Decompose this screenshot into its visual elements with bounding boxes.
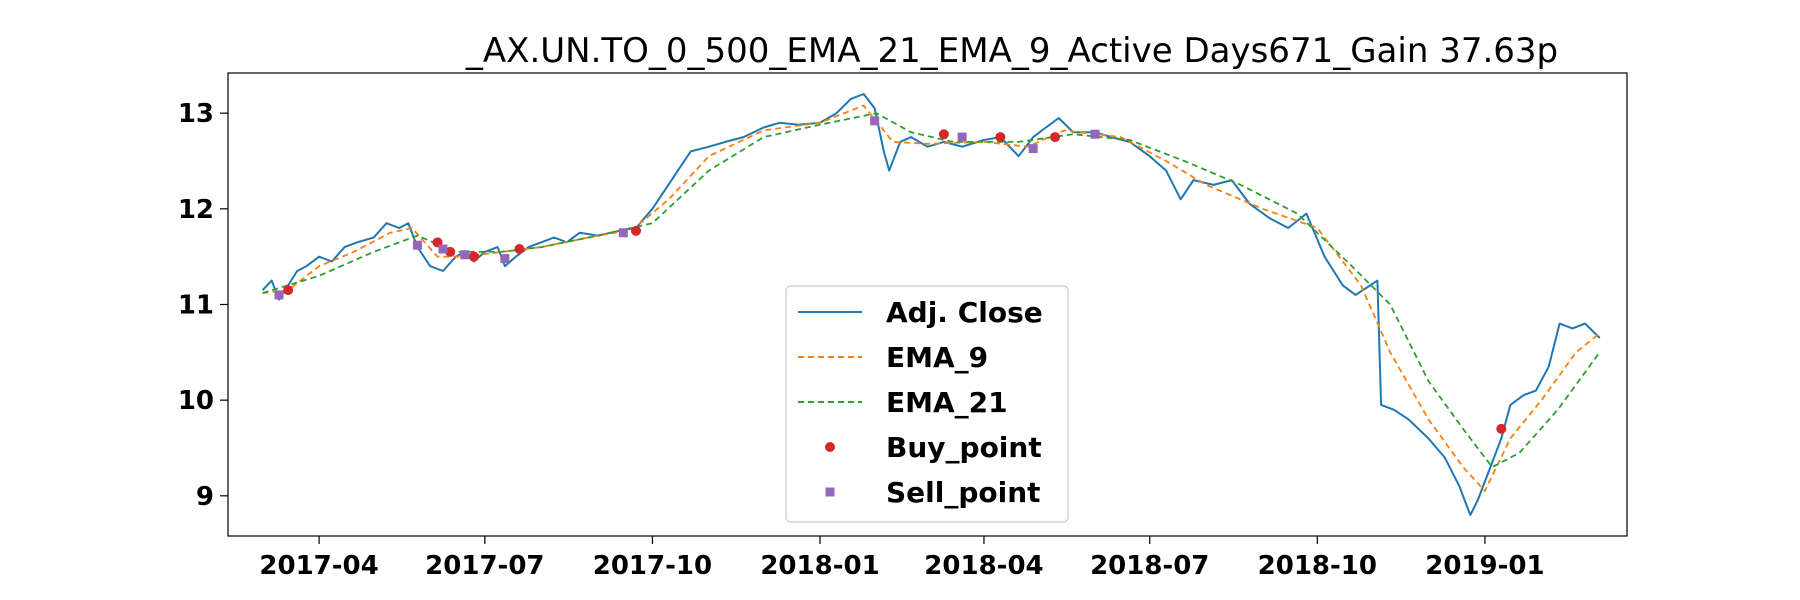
series-line-ema-9 [262,104,1601,492]
x-tick-label: 2018-01 [760,551,879,581]
sell-point-marker [618,228,628,238]
buy-point-marker [631,225,642,236]
x-tick-label: 2019-01 [1425,551,1544,581]
legend: Adj. Close EMA_9 EMA_21 Buy_point Sell_point [785,285,1069,523]
markers-layer [274,116,1507,434]
sell-point-marker [438,244,448,254]
legend-label-ema-21: EMA_21 [886,386,1008,419]
x-tick-label: 2017-07 [425,551,544,581]
sell-point-marker [1090,129,1100,139]
x-tick-label: 2018-10 [1258,551,1377,581]
sell-point-marker [500,254,510,264]
y-tick-label: 10 [178,386,214,416]
buy-point-marker [468,251,479,262]
y-tick-label: 11 [178,291,214,321]
sell-point-marker [870,116,880,126]
y-tick-label: 13 [178,99,214,129]
buy-point-marker [1496,423,1507,434]
x-tick-label: 2018-04 [924,551,1043,581]
x-tick-label: 2018-07 [1090,551,1209,581]
axes-layer: 9 10 11 12 13 2017-04 2017-07 2017-10 2018-01 201… [178,72,1628,581]
sell-point-marker [1028,144,1038,154]
x-tick-label: 2017-10 [593,551,712,581]
x-tick-label: 2017-04 [259,551,378,581]
buy-point-marker [938,129,949,140]
legend-label-ema-9: EMA_9 [886,341,988,374]
buy-point-marker [995,132,1006,143]
buy-point-marker [514,244,525,255]
series-line-ema-21 [262,112,1601,468]
legend-box [785,285,1069,523]
y-tick-label: 9 [196,482,214,512]
buy-point-marker [283,285,294,296]
series-line-adj-close [261,93,1601,516]
legend-label-buy-point: Buy_point [886,431,1042,464]
chart-title: _AX.UN.TO_0_500_EMA_21_EMA_9_Active Days… [465,31,1558,71]
sell-point-marker [957,132,967,142]
sell-point-marker [460,250,470,260]
y-tick-label: 12 [178,195,214,225]
legend-swatch-buy-point [825,442,835,452]
legend-label-adj-close: Adj. Close [886,296,1043,329]
legend-label-sell-point: Sell_point [886,476,1041,509]
legend-swatch-sell-point [825,487,835,497]
sell-point-marker [412,240,422,250]
series-layer [261,93,1601,516]
buy-point-marker [1050,132,1061,143]
buy-point-marker [445,246,456,257]
sell-point-marker [274,290,284,300]
